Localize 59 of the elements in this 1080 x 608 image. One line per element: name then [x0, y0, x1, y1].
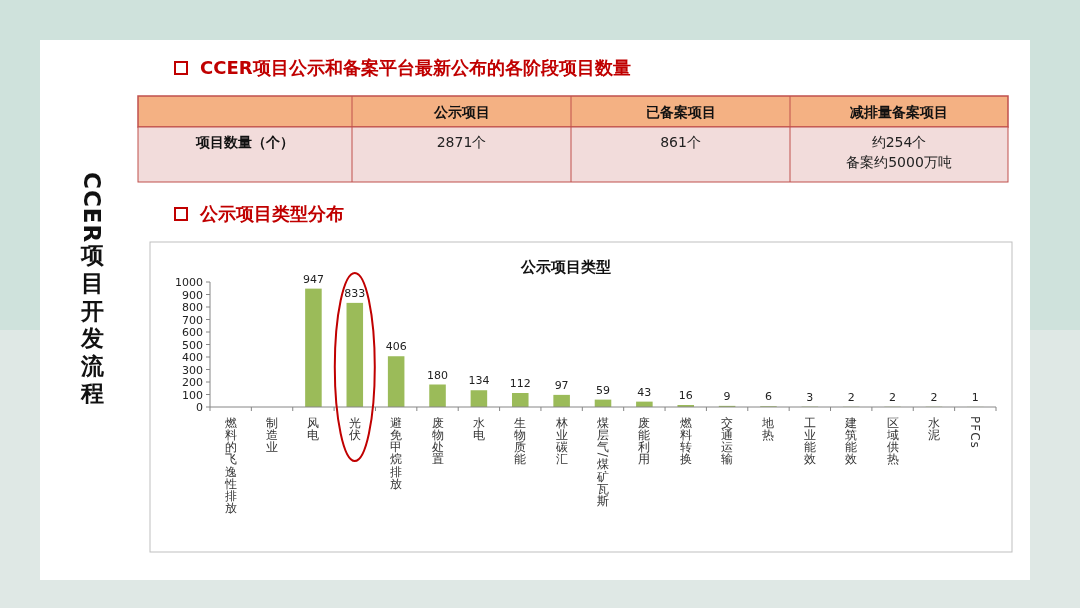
y-tick-label: 0: [196, 401, 203, 414]
data-label: 6: [764, 390, 772, 404]
data-label: 16: [678, 389, 693, 402]
text: 已备案项目: [645, 103, 716, 120]
x-tick-label: 水泥: [927, 415, 940, 442]
x-tick-label: 制造业: [266, 415, 279, 455]
x-tick-label: 废能利用: [638, 415, 651, 467]
data-label: 59: [596, 383, 610, 397]
y-tick-label: 1000: [175, 276, 203, 289]
y-tick-label: 600: [182, 326, 203, 339]
x-tick-label: 煤层气/煤矿瓦斯: [595, 415, 610, 509]
data-label: 112: [509, 377, 531, 390]
text: 2871个: [436, 134, 487, 150]
data-label: 9: [723, 389, 731, 403]
y-tick-label: 500: [182, 338, 203, 352]
data-label: 43: [637, 385, 652, 399]
y-tick-label: 800: [182, 301, 203, 314]
data-label: 947: [302, 272, 324, 286]
text: CCER项目开发流程: [78, 172, 105, 407]
text: 项目数量（个）: [195, 134, 294, 150]
data-label: 406: [385, 340, 407, 354]
text: 公示项目: [432, 103, 490, 120]
chart-title: 公示项目类型: [520, 258, 611, 276]
text: 减排量备案项目: [850, 103, 948, 120]
x-tick-label: 地热: [761, 415, 775, 442]
x-tick-label: PFCs: [968, 416, 982, 448]
text: 公示项目类型分布: [199, 203, 344, 224]
x-tick-label: 建筑能效: [844, 415, 858, 467]
x-tick-label: 燃料的飞逸性排放: [223, 415, 237, 516]
data-label: 134: [468, 374, 490, 388]
y-tick-label: 700: [182, 313, 203, 327]
x-tick-label: 工业能效: [803, 415, 816, 467]
data-label: 2: [847, 390, 855, 404]
y-tick-label: 300: [182, 363, 203, 377]
data-label: 2: [930, 390, 938, 404]
data-label: 97: [554, 378, 569, 392]
data-label: 833: [344, 286, 366, 300]
text: 约254个: [871, 134, 927, 150]
text: 861个: [660, 134, 701, 150]
y-tick-label: 200: [182, 376, 203, 389]
x-tick-label: 交通运输: [721, 415, 734, 467]
y-tick-label: 100: [182, 388, 203, 402]
data-label: 3: [806, 390, 814, 404]
y-tick-label: 400: [182, 351, 203, 364]
y-tick-label: 900: [182, 288, 203, 302]
x-tick-label: 避免甲烷排放: [390, 415, 403, 491]
data-label: 2: [889, 390, 897, 404]
x-tick-label: 林业碳汇: [554, 415, 568, 467]
x-tick-label: 风电: [307, 415, 320, 442]
text: 备案约5000万吨: [846, 154, 952, 170]
x-tick-label: 生物质能: [514, 415, 527, 467]
data-label: 180: [427, 368, 449, 382]
data-label: 1: [971, 390, 979, 404]
x-tick-label: 燃料转换: [679, 415, 692, 467]
x-tick-label: 水电: [472, 415, 485, 442]
x-tick-label: 光伏: [348, 415, 361, 442]
text: CCER项目公示和备案平台最新公布的各阶段项目数量: [200, 57, 631, 78]
x-tick-label: 废物处置: [431, 415, 444, 467]
x-tick-label: 区域供热: [885, 415, 899, 467]
